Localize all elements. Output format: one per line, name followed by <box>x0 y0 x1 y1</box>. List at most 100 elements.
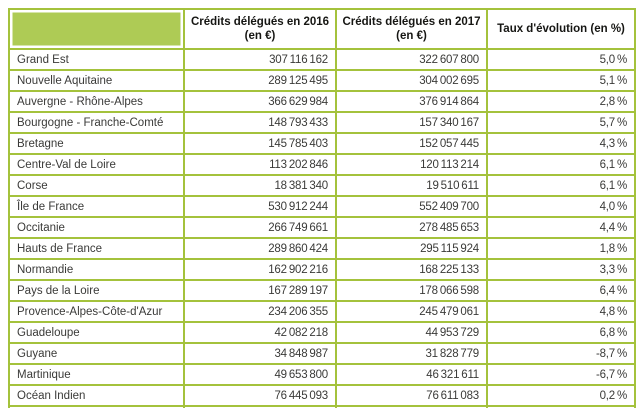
header-credits-2017-label: Crédits délégués en 2017 <box>342 16 481 28</box>
header-corner-cell <box>8 8 185 50</box>
credits-2017-cell: 46 321 611 <box>335 363 488 386</box>
credits-2017-cell: 120 113 214 <box>335 153 488 176</box>
taux-cell: 5,1 % <box>486 69 636 92</box>
credits-2016-cell: 76 445 093 <box>183 384 337 407</box>
table-row: Bourgogne - Franche-Comté 148 793 433 15… <box>8 111 636 134</box>
taux-cell: -8,7 % <box>486 342 636 365</box>
taux-cell: 6,1 % <box>486 174 636 197</box>
taux-cell: 6,4 % <box>486 279 636 302</box>
table-row: Île de France 530 912 244 552 409 700 4,… <box>8 195 636 218</box>
credits-2016-cell: 145 785 403 <box>183 132 337 155</box>
taux-cell: 4,8 % <box>486 300 636 323</box>
credits-2016-cell: 266 749 661 <box>183 216 337 239</box>
credits-delegues-table: Crédits délégués en 2016 (en €) Crédits … <box>8 8 636 408</box>
region-name-cell: Hauts de France <box>8 237 185 260</box>
table-row: Océan Indien 76 445 093 76 611 083 0,2 % <box>8 384 636 407</box>
table-row: Bretagne 145 785 403 152 057 445 4,3 % <box>8 132 636 155</box>
credits-2017-cell: 31 828 779 <box>335 342 488 365</box>
region-name-cell: Bourgogne - Franche-Comté <box>8 111 185 134</box>
region-name-cell: Guadeloupe <box>8 321 185 344</box>
taux-cell: 0,2 % <box>486 384 636 407</box>
credits-2016-cell: 366 629 984 <box>183 90 337 113</box>
credits-2017-cell: 152 057 445 <box>335 132 488 155</box>
taux-cell: 6,1 % <box>486 153 636 176</box>
taux-cell: -6,7 % <box>486 363 636 386</box>
region-name-cell: Océan Indien <box>8 384 185 407</box>
credits-2017-cell: 322 607 800 <box>335 48 488 71</box>
credits-2016-cell: 234 206 355 <box>183 300 337 323</box>
taux-cell: 4,4 % <box>486 216 636 239</box>
credits-2016-cell: 113 202 846 <box>183 153 337 176</box>
header-credits-2016-label: Crédits délégués en 2016 <box>190 16 330 28</box>
credits-2016-cell: 42 082 218 <box>183 321 337 344</box>
header-credits-2017-unit: (en €) <box>396 30 427 42</box>
region-name-cell: Grand Est <box>8 48 185 71</box>
credits-2017-cell: 19 510 611 <box>335 174 488 197</box>
region-name-cell: Bretagne <box>8 132 185 155</box>
credits-2017-cell: 376 914 864 <box>335 90 488 113</box>
region-name-cell: Auvergne - Rhône-Alpes <box>8 90 185 113</box>
total-credits-2016-cell: 3 243 984 859 <box>183 405 337 408</box>
total-label-cell: TOTAL <box>8 405 185 408</box>
taux-cell: 5,0 % <box>486 48 636 71</box>
header-credits-2016-unit: (en €) <box>244 30 276 42</box>
credits-2017-cell: 278 485 653 <box>335 216 488 239</box>
table-row: Guyane 34 848 987 31 828 779 -8,7 % <box>8 342 636 365</box>
credits-2016-cell: 18 381 340 <box>183 174 337 197</box>
credits-2016-cell: 289 860 424 <box>183 237 337 260</box>
table-row: Auvergne - Rhône-Alpes 366 629 984 376 9… <box>8 90 636 113</box>
region-name-cell: Pays de la Loire <box>8 279 185 302</box>
table-row: Pays de la Loire 167 289 197 178 066 598… <box>8 279 636 302</box>
header-credits-2016: Crédits délégués en 2016 (en €) <box>183 8 337 50</box>
region-name-cell: Île de France <box>8 195 185 218</box>
credits-2016-cell: 307 116 162 <box>183 48 337 71</box>
credits-2016-cell: 34 848 987 <box>183 342 337 365</box>
region-name-cell: Nouvelle Aquitaine <box>8 69 185 92</box>
taux-cell: 4,3 % <box>486 132 636 155</box>
taux-cell: 2,8 % <box>486 90 636 113</box>
region-name-cell: Martinique <box>8 363 185 386</box>
credits-2017-cell: 304 002 695 <box>335 69 488 92</box>
credits-2016-cell: 162 902 216 <box>183 258 337 281</box>
credits-2017-cell: 44 953 729 <box>335 321 488 344</box>
table-row: Centre-Val de Loire 113 202 846 120 113 … <box>8 153 636 176</box>
region-name-cell: Centre-Val de Loire <box>8 153 185 176</box>
region-name-cell: Corse <box>8 174 185 197</box>
credits-2017-cell: 168 225 133 <box>335 258 488 281</box>
credits-2016-cell: 167 289 197 <box>183 279 337 302</box>
credits-2016-cell: 49 653 800 <box>183 363 337 386</box>
taux-cell: 4,0 % <box>486 195 636 218</box>
table-row: Nouvelle Aquitaine 289 125 495 304 002 6… <box>8 69 636 92</box>
credits-2017-cell: 245 479 061 <box>335 300 488 323</box>
taux-cell: 3,3 % <box>486 258 636 281</box>
credits-2016-cell: 148 793 433 <box>183 111 337 134</box>
total-credits-2017-cell: 3 370 044 069 <box>335 405 488 408</box>
table-row: Guadeloupe 42 082 218 44 953 729 6,8 % <box>8 321 636 344</box>
taux-cell: 1,8 % <box>486 237 636 260</box>
header-credits-2017: Crédits délégués en 2017 (en €) <box>335 8 488 50</box>
table-row: Normandie 162 902 216 168 225 133 3,3 % <box>8 258 636 281</box>
taux-cell: 5,7 % <box>486 111 636 134</box>
region-name-cell: Normandie <box>8 258 185 281</box>
total-row: TOTAL 3 243 984 859 3 370 044 069 3,9 % <box>8 405 636 408</box>
credits-2017-cell: 295 115 924 <box>335 237 488 260</box>
credits-2016-cell: 530 912 244 <box>183 195 337 218</box>
credits-2017-cell: 178 066 598 <box>335 279 488 302</box>
taux-cell: 6,8 % <box>486 321 636 344</box>
credits-2017-cell: 552 409 700 <box>335 195 488 218</box>
header-row: Crédits délégués en 2016 (en €) Crédits … <box>8 8 636 50</box>
header-taux-evolution-label: Taux d'évolution (en %) <box>497 23 625 35</box>
region-name-cell: Provence-Alpes-Côte-d'Azur <box>8 300 185 323</box>
table-row: Occitanie 266 749 661 278 485 653 4,4 % <box>8 216 636 239</box>
region-name-cell: Occitanie <box>8 216 185 239</box>
region-name-cell: Guyane <box>8 342 185 365</box>
credits-2016-cell: 289 125 495 <box>183 69 337 92</box>
header-taux-evolution: Taux d'évolution (en %) <box>486 8 636 50</box>
table-row: Hauts de France 289 860 424 295 115 924 … <box>8 237 636 260</box>
table-row: Provence-Alpes-Côte-d'Azur 234 206 355 2… <box>8 300 636 323</box>
table-row: Martinique 49 653 800 46 321 611 -6,7 % <box>8 363 636 386</box>
table-row: Corse 18 381 340 19 510 611 6,1 % <box>8 174 636 197</box>
total-taux-cell: 3,9 % <box>486 405 636 408</box>
credits-2017-cell: 76 611 083 <box>335 384 488 407</box>
